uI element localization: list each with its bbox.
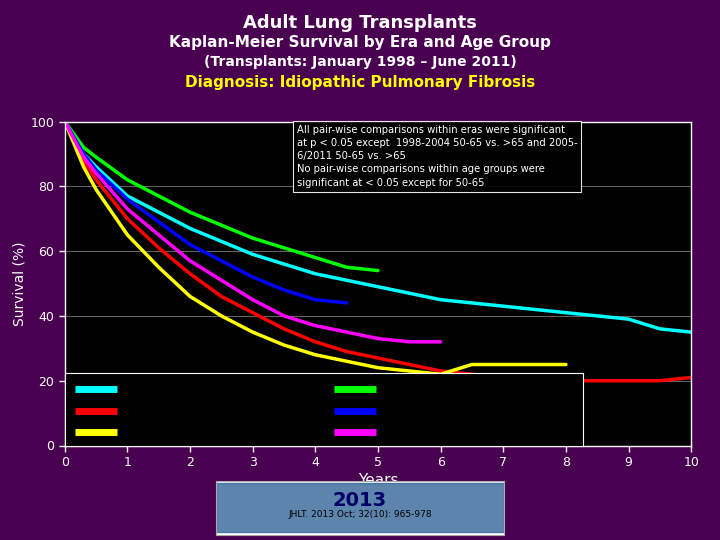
Text: Kaplan-Meier Survival by Era and Age Group: Kaplan-Meier Survival by Era and Age Gro… xyxy=(169,35,551,50)
X-axis label: Years: Years xyxy=(358,473,398,488)
Text: All pair-wise comparisons within eras were significant
at p < 0.05 except  1998-: All pair-wise comparisons within eras we… xyxy=(297,125,577,187)
Text: 2013: 2013 xyxy=(333,491,387,510)
Text: (Transplants: January 1998 – June 2011): (Transplants: January 1998 – June 2011) xyxy=(204,55,516,69)
Text: Adult Lung Transplants: Adult Lung Transplants xyxy=(243,14,477,31)
Text: Diagnosis: Idiopathic Pulmonary Fibrosis: Diagnosis: Idiopathic Pulmonary Fibrosis xyxy=(185,75,535,90)
Y-axis label: Survival (%): Survival (%) xyxy=(12,241,27,326)
Text: JHLT. 2013 Oct; 32(10): 965-978: JHLT. 2013 Oct; 32(10): 965-978 xyxy=(288,510,432,518)
